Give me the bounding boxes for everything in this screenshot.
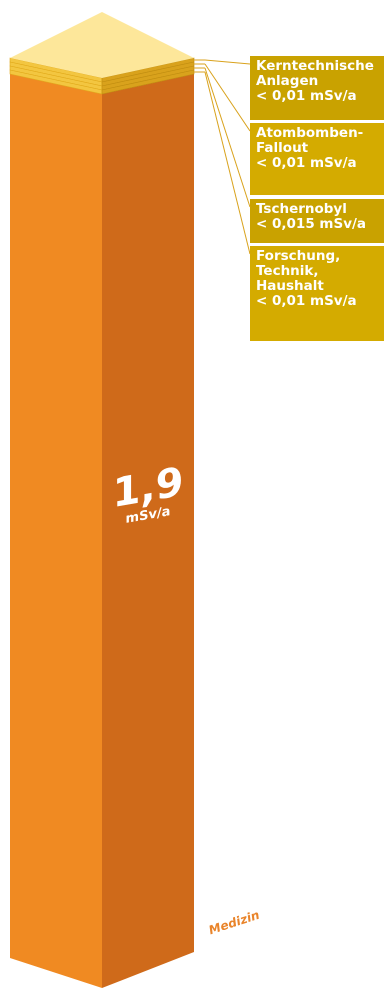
leader-line-b-2 [204, 67, 251, 208]
layer-label-box-1 [250, 123, 384, 195]
layer-label-box-0 [250, 56, 384, 120]
layer-name-line: Forschung, [256, 248, 341, 264]
bar-front-face [10, 74, 102, 988]
layer-label-kerntechnische-anlagen: Kerntechnische Anlagen < 0,01 mSv/a [250, 56, 384, 120]
leader-line-b-3 [204, 71, 251, 255]
layer-label-forschung-technik-haushalt: Forschung, Technik, Haushalt < 0,01 mSv/… [250, 246, 384, 341]
layer-label-tschernobyl: Tschernobyl < 0,015 mSv/a [250, 199, 384, 243]
layer-value: < 0,01 mSv/a [256, 155, 357, 171]
layer-name-line: Atombomben- [256, 125, 364, 141]
column-top-face [10, 12, 194, 78]
layer-name-line: Anlagen [256, 73, 319, 89]
layer-label-box-3 [250, 246, 384, 341]
layer-name-line: Technik, [256, 263, 319, 279]
layer-value: < 0,01 mSv/a [256, 293, 357, 309]
layer-value: < 0,015 mSv/a [256, 216, 367, 232]
layer-name-line: Kerntechnische [256, 58, 374, 74]
layer-label-box-2 [250, 199, 384, 243]
layer-label-atombomben-fallout: Atombomben- Fallout < 0,01 mSv/a [250, 123, 384, 195]
layer-name-line: Fallout [256, 140, 309, 156]
leader-line-b-0 [204, 59, 251, 65]
layer-name-line: Tschernobyl [256, 201, 347, 217]
layer-name-line: Haushalt [256, 278, 324, 294]
leader-line-b-1 [204, 63, 251, 132]
stack-layer-side-3 [101, 69, 195, 95]
layer-value: < 0,01 mSv/a [256, 88, 357, 104]
bar-side-face [102, 74, 194, 988]
